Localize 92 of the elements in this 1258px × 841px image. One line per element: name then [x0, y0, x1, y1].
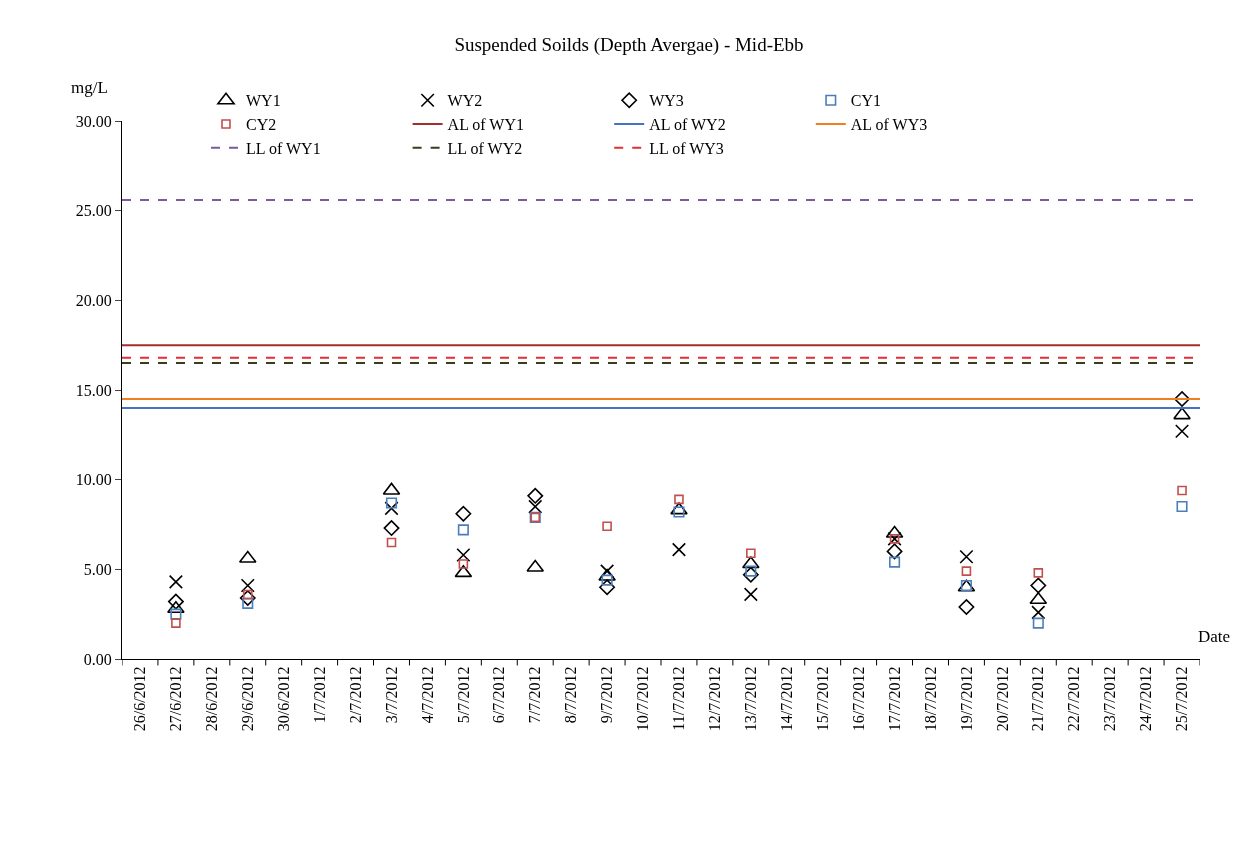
point	[742, 566, 759, 583]
legend-label: WY1	[246, 92, 281, 110]
legend-label: WY2	[447, 92, 483, 110]
point	[167, 593, 184, 610]
y-tick-label: 25.00	[75, 202, 112, 220]
legend-label: LL of WY1	[246, 140, 321, 158]
chart-title: Suspended Soilds (Depth Avergae) - Mid-Ebb	[454, 34, 804, 57]
point	[602, 521, 612, 532]
x-tick-label: 6/7/2012	[490, 666, 508, 724]
x-tick-label: 27/6/2012	[167, 666, 185, 732]
legend-label: LL of WY2	[447, 140, 523, 158]
point	[961, 566, 972, 576]
point	[1030, 577, 1047, 594]
point	[743, 587, 758, 602]
point	[674, 494, 684, 505]
x-tick-label: 12/7/2012	[706, 666, 724, 732]
x-tick-label: 23/7/2012	[1101, 666, 1119, 732]
point	[386, 537, 397, 548]
x-tick-label: 17/7/2012	[885, 666, 903, 732]
point	[456, 547, 471, 563]
x-tick-label: 11/7/2012	[670, 666, 688, 731]
point	[1174, 391, 1190, 407]
point	[1173, 407, 1191, 420]
legend-label: LL of WY3	[649, 140, 724, 158]
x-tick-label: 30/6/2012	[274, 666, 292, 732]
x-tick-label: 1/7/2012	[310, 666, 328, 724]
point	[1031, 605, 1046, 620]
point	[959, 549, 974, 564]
x-tick-label: 16/7/2012	[849, 666, 867, 732]
x-tick-label: 22/7/2012	[1065, 666, 1083, 732]
point	[455, 505, 472, 522]
y-tick-label: 5.00	[83, 560, 112, 578]
x-axis-title: Date	[1198, 627, 1231, 646]
legend-label: AL of WY3	[850, 116, 928, 134]
x-tick-label: 7/7/2012	[526, 666, 544, 724]
point	[889, 556, 901, 568]
x-tick-label: 24/7/2012	[1137, 666, 1155, 732]
x-tick-label: 4/7/2012	[418, 666, 436, 724]
legend-label: AL of WY2	[649, 116, 726, 134]
legend-label: WY3	[649, 92, 684, 110]
y-axis-title: mg/L	[71, 78, 108, 97]
point	[598, 568, 616, 581]
point	[383, 520, 400, 537]
point	[168, 574, 183, 589]
point	[671, 542, 687, 557]
point	[1176, 501, 1188, 513]
x-tick-label: 29/6/2012	[238, 666, 256, 732]
x-tick-label: 28/6/2012	[203, 666, 221, 732]
y-tick-label: 0.00	[83, 650, 112, 668]
point	[457, 524, 469, 536]
point	[1177, 485, 1187, 496]
point	[746, 548, 756, 558]
point	[384, 501, 399, 516]
legend-label: AL of WY1	[447, 116, 525, 134]
point	[1174, 424, 1190, 439]
x-tick-label: 14/7/2012	[777, 666, 795, 732]
x-tick-label: 18/7/2012	[921, 666, 939, 732]
y-tick-label: 30.00	[75, 112, 112, 130]
point	[385, 497, 398, 509]
x-tick-label: 9/7/2012	[598, 666, 616, 724]
x-tick-label: 3/7/2012	[382, 666, 400, 724]
point	[960, 579, 972, 592]
x-tick-label: 20/7/2012	[993, 666, 1011, 732]
point	[167, 600, 185, 614]
x-tick-label: 2/7/2012	[346, 666, 364, 724]
x-tick-label: 15/7/2012	[813, 666, 831, 732]
point	[600, 564, 615, 579]
point	[886, 543, 903, 560]
point	[958, 599, 975, 615]
point	[599, 579, 616, 596]
legend-label: CY1	[850, 92, 882, 110]
y-tick-label: 10.00	[75, 471, 112, 489]
x-tick-label: 25/7/2012	[1173, 666, 1191, 732]
x-tick-label: 10/7/2012	[634, 666, 652, 732]
point	[1032, 617, 1044, 629]
point	[670, 502, 688, 515]
x-tick-label: 21/7/2012	[1029, 666, 1047, 732]
x-tick-label: 13/7/2012	[742, 666, 760, 732]
x-tick-label: 19/7/2012	[957, 666, 975, 732]
x-tick-label: 26/6/2012	[131, 666, 149, 732]
x-tick-label: 5/7/2012	[454, 666, 472, 724]
point	[458, 559, 469, 569]
point	[528, 499, 543, 514]
point	[240, 578, 255, 593]
point	[527, 487, 544, 504]
x-tick-label: 8/7/2012	[562, 666, 580, 724]
legend-label: CY2	[246, 116, 277, 134]
point	[239, 590, 256, 606]
y-tick-label: 15.00	[75, 381, 112, 399]
y-tick-label: 20.00	[75, 291, 112, 309]
point	[171, 618, 181, 628]
point	[1033, 568, 1044, 578]
